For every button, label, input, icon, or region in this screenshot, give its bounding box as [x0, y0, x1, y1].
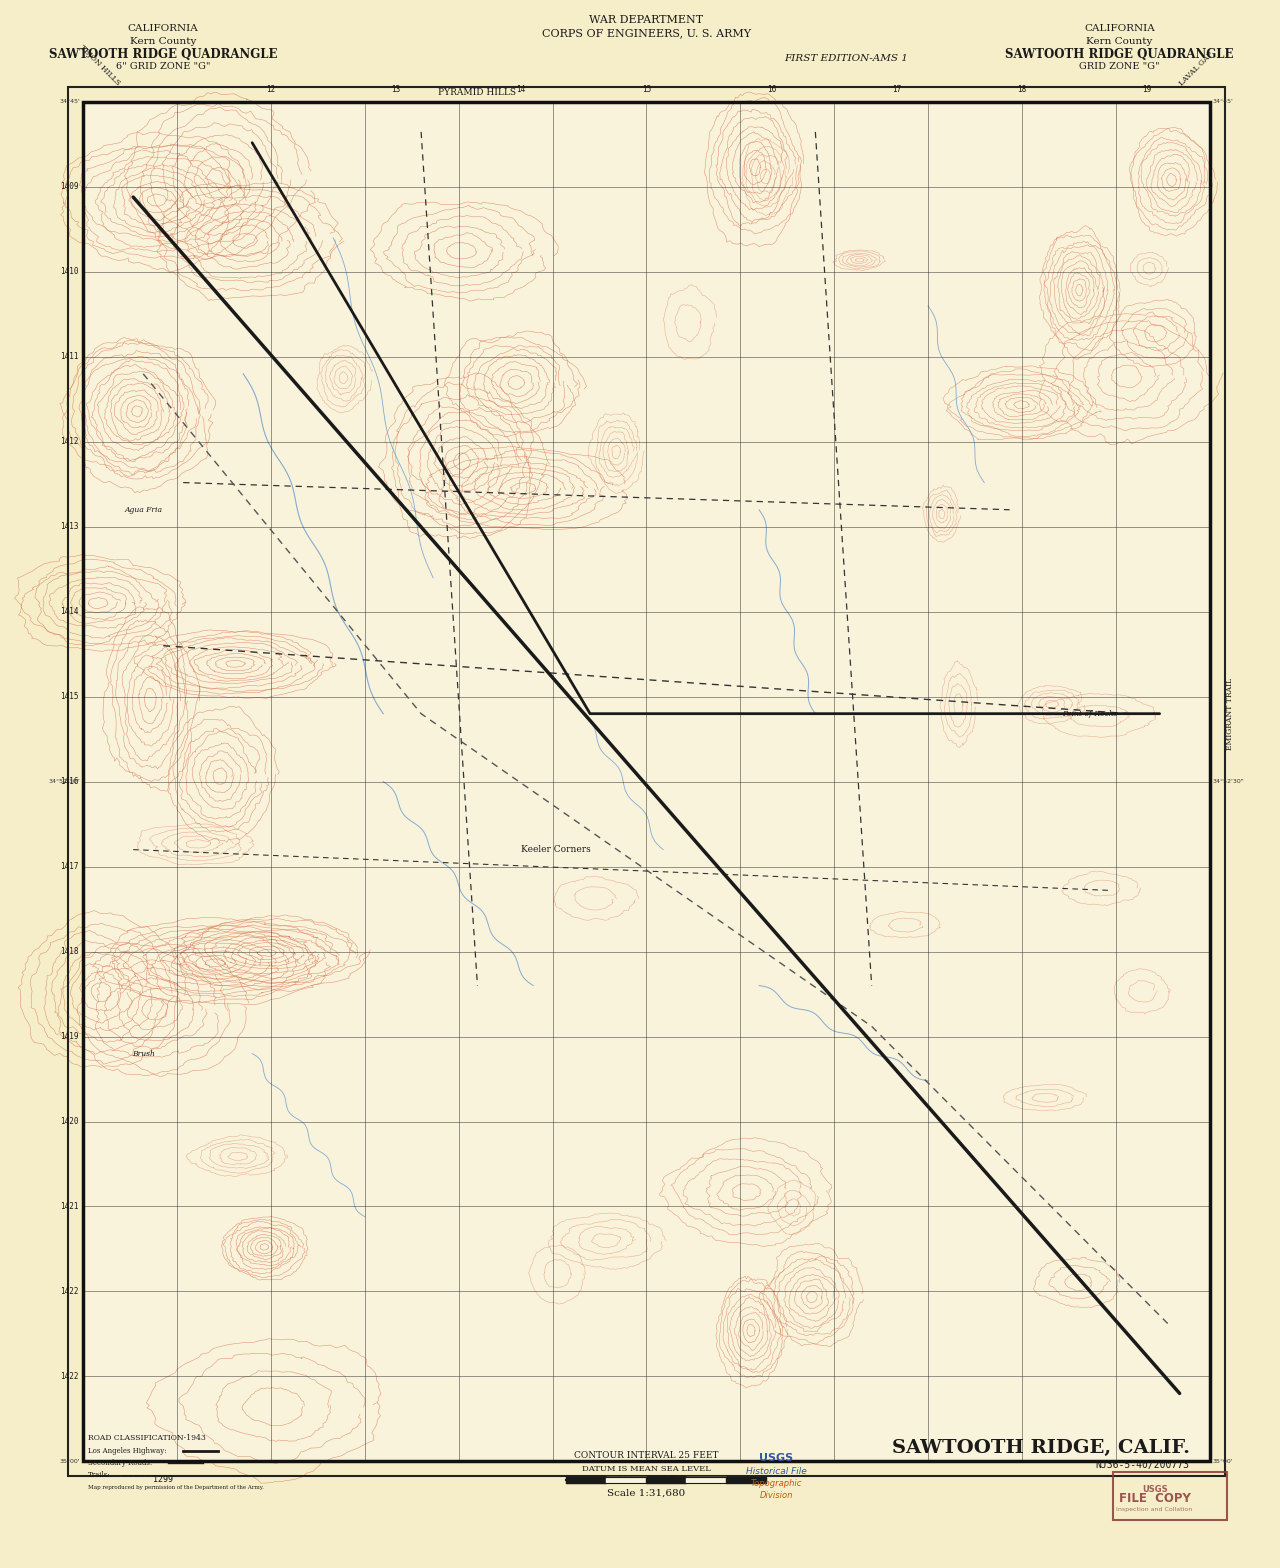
Text: 1413: 1413	[60, 522, 78, 532]
Text: 1414: 1414	[60, 607, 78, 616]
Text: PACKWOOD: PACKWOOD	[616, 1475, 677, 1483]
Text: 15: 15	[641, 85, 652, 94]
Text: 35°00': 35°00'	[1212, 1458, 1233, 1465]
Text: 1410: 1410	[60, 268, 78, 276]
Text: Agua Fria: Agua Fria	[124, 506, 163, 514]
Text: 34°45': 34°45'	[1212, 99, 1234, 105]
Text: SAWTOOTH RIDGE QUADRANGLE: SAWTOOTH RIDGE QUADRANGLE	[49, 47, 278, 61]
Text: 34°52'30": 34°52'30"	[1212, 779, 1244, 784]
Text: 17: 17	[892, 85, 901, 94]
Text: NJ36-5-40/200773: NJ36-5-40/200773	[1096, 1460, 1189, 1471]
Text: 1419: 1419	[60, 1032, 78, 1041]
Text: SAWTOOTH RIDGE QUADRANGLE: SAWTOOTH RIDGE QUADRANGLE	[1005, 47, 1234, 61]
Text: Trails:: Trails:	[88, 1471, 111, 1479]
Text: Topographic: Topographic	[750, 1479, 803, 1488]
Text: CALIFORNIA: CALIFORNIA	[1084, 24, 1155, 33]
Text: 1422: 1422	[60, 1287, 78, 1295]
Text: 1416: 1416	[60, 778, 78, 786]
Text: 35°00': 35°00'	[60, 1458, 81, 1465]
Text: 12: 12	[266, 85, 275, 94]
Text: 34°45': 34°45'	[59, 99, 81, 105]
Bar	[68, 86, 1225, 1477]
Text: Brush: Brush	[132, 1049, 155, 1057]
Text: 1417: 1417	[60, 862, 78, 872]
Text: 1422: 1422	[60, 1372, 78, 1381]
Text: 1411: 1411	[60, 353, 78, 361]
Text: 18: 18	[1018, 85, 1027, 94]
Text: 1299: 1299	[154, 1475, 173, 1483]
Text: 19: 19	[1142, 85, 1152, 94]
Text: ROAD CLASSIFICATION-1943: ROAD CLASSIFICATION-1943	[88, 1435, 206, 1443]
Text: CALIFORNIA: CALIFORNIA	[128, 24, 198, 33]
Text: 1412: 1412	[60, 437, 78, 447]
Text: USGS: USGS	[1142, 1485, 1167, 1493]
Text: 13: 13	[392, 85, 401, 94]
Text: WAR DEPARTMENT: WAR DEPARTMENT	[589, 16, 704, 25]
Text: CONTOUR INTERVAL 25 FEET: CONTOUR INTERVAL 25 FEET	[575, 1452, 718, 1460]
Text: EMIGRANT TRAIL: EMIGRANT TRAIL	[1226, 677, 1234, 750]
Text: 16: 16	[767, 85, 776, 94]
Text: LAVAL GAP: LAVAL GAP	[1178, 50, 1215, 86]
Text: 1421: 1421	[60, 1203, 78, 1210]
Text: Map reproduced by permission of the Department of the Army.: Map reproduced by permission of the Depa…	[88, 1485, 264, 1491]
Text: TEJON HILLS: TEJON HILLS	[78, 44, 122, 86]
Text: SAWTOOTH RIDGE, CALIF.: SAWTOOTH RIDGE, CALIF.	[892, 1439, 1189, 1457]
Text: 14: 14	[517, 85, 526, 94]
Text: Historical File: Historical File	[746, 1466, 806, 1475]
Text: 6" GRID ZONE "G": 6" GRID ZONE "G"	[116, 61, 210, 71]
Text: Scale 1:31,680: Scale 1:31,680	[607, 1488, 686, 1497]
Text: FILE  COPY: FILE COPY	[1119, 1493, 1190, 1505]
Text: GRID ZONE "G": GRID ZONE "G"	[1079, 61, 1160, 71]
Text: Division: Division	[760, 1491, 794, 1499]
Bar	[83, 102, 1210, 1461]
Text: Keeler Corners: Keeler Corners	[521, 845, 591, 855]
Text: PYRAMID HILLS: PYRAMID HILLS	[439, 88, 516, 97]
Text: Secondary Roads:: Secondary Roads:	[88, 1458, 152, 1468]
Text: Kern County: Kern County	[1087, 36, 1153, 45]
Text: Kern County: Kern County	[131, 36, 196, 45]
Bar	[83, 102, 1210, 1461]
Text: Los Angeles Highway:: Los Angeles Highway:	[88, 1447, 166, 1455]
Text: 1415: 1415	[60, 691, 78, 701]
Text: Point of Rocks: Point of Rocks	[1062, 710, 1117, 718]
Text: 1418: 1418	[60, 947, 78, 956]
Text: Inspection and Collation: Inspection and Collation	[1116, 1507, 1193, 1513]
Text: 1420: 1420	[60, 1116, 78, 1126]
Text: 1409: 1409	[60, 182, 78, 191]
Text: FIRST EDITION-AMS 1: FIRST EDITION-AMS 1	[785, 53, 909, 63]
Text: 34°52'30": 34°52'30"	[49, 779, 81, 784]
Text: CORPS OF ENGINEERS, U. S. ARMY: CORPS OF ENGINEERS, U. S. ARMY	[541, 28, 751, 38]
Text: USGS: USGS	[759, 1454, 794, 1463]
Text: DATUM IS MEAN SEA LEVEL: DATUM IS MEAN SEA LEVEL	[582, 1465, 710, 1472]
